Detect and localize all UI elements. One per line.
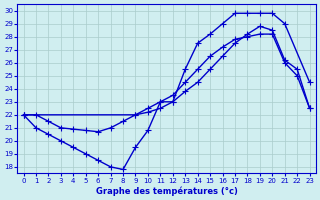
X-axis label: Graphe des températures (°c): Graphe des températures (°c)	[96, 186, 237, 196]
